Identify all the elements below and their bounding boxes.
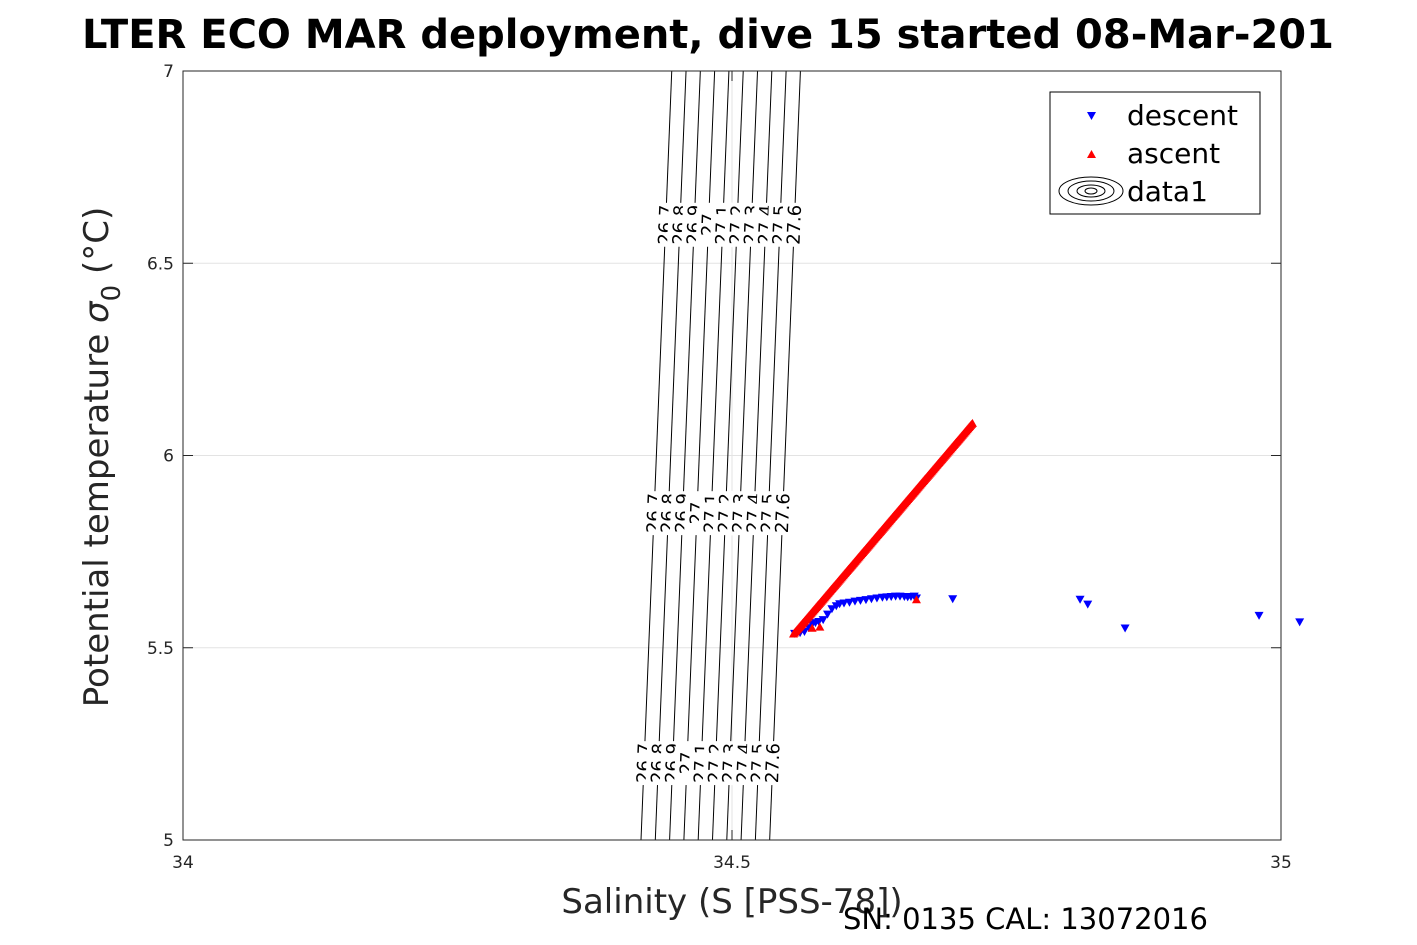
legend: descent ascent data1	[1049, 91, 1261, 215]
ascent-point	[967, 418, 977, 427]
descent-point	[1120, 624, 1130, 633]
descent-point	[1254, 611, 1264, 620]
legend-contour-icon	[1058, 176, 1124, 206]
descent-point	[844, 598, 854, 607]
isopycnal-label: 27.6	[762, 743, 785, 784]
isopycnal-line	[697, 70, 730, 841]
x-tick-label: 34	[172, 853, 194, 873]
y-tick-label: 7	[163, 62, 174, 82]
isopycnal-line	[711, 70, 744, 841]
y-tick-label: 5	[163, 831, 174, 851]
x-axis-label: Salinity (S [PSS-78])	[561, 882, 902, 922]
serial-calibration-footer: SN: 0135 CAL: 13072016	[843, 902, 1208, 936]
descent-point	[1083, 600, 1093, 609]
isopycnal-label-bg	[759, 740, 786, 786]
descent-point	[818, 616, 828, 625]
y-axis-label-subscript: 0	[97, 285, 127, 302]
data-series	[788, 418, 1305, 638]
x-tick-label: 35	[1270, 853, 1292, 873]
ascent-point	[911, 595, 921, 604]
isopycnal-label: 27.6	[772, 493, 795, 534]
descent-point	[855, 596, 865, 605]
y-axis-label: Potential temperature σ0 (°C)	[77, 207, 127, 707]
descent-point	[850, 597, 860, 606]
descent-point	[827, 605, 837, 614]
descent-point	[861, 596, 871, 605]
y-axis-label-main: Potential temperature	[77, 323, 117, 707]
ascent-point	[815, 622, 825, 631]
legend-descent-label: descent	[1127, 99, 1238, 132]
isopycnal-line	[683, 70, 716, 841]
x-tick-label: 34.5	[713, 853, 751, 873]
y-tick-label: 6.5	[147, 254, 174, 274]
isopycnal-label-bg	[769, 490, 796, 536]
y-axis-label-sigma: σ	[77, 300, 117, 323]
isopycnal-line	[740, 70, 773, 841]
y-tick-label: 6	[163, 447, 174, 467]
ascent-point	[807, 623, 817, 632]
density-contours: 26.726.726.726.826.826.826.926.926.92727…	[631, 70, 808, 841]
isopycnal-label-bg	[781, 202, 808, 248]
descent-point	[839, 599, 849, 608]
legend-ascent-label: ascent	[1127, 137, 1220, 170]
descent-point	[866, 595, 876, 604]
descent-point	[1075, 595, 1085, 604]
isopycnal-line	[726, 70, 759, 841]
isopycnal-line	[654, 70, 687, 841]
descent-point	[872, 594, 882, 603]
legend-box	[1049, 91, 1261, 215]
isopycnal-line	[769, 70, 801, 841]
legend-ascent-marker	[1087, 150, 1096, 158]
legend-data1-label: data1	[1127, 175, 1208, 208]
chart-title: LTER ECO MAR deployment, dive 15 started…	[82, 12, 1334, 58]
isopycnal-line	[640, 70, 673, 841]
isopycnal-line	[669, 70, 701, 841]
y-tick-label: 5.5	[147, 639, 174, 659]
descent-point	[823, 610, 833, 619]
descent-point	[1295, 618, 1305, 627]
legend-descent-marker	[1087, 112, 1096, 120]
descent-point	[948, 595, 958, 604]
isopycnal-label: 27.6	[783, 204, 806, 245]
isopycnal-line	[754, 70, 787, 841]
y-axis-label-unit: (°C)	[77, 207, 117, 285]
axis-ticks: 34 34.5 35 5 5.5 6 6.5 7	[147, 62, 1292, 873]
